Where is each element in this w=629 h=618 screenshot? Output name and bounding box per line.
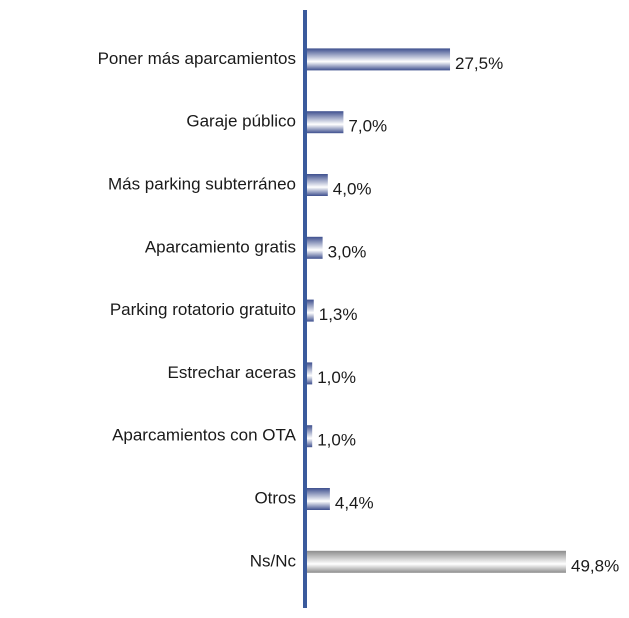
category-label: Más parking subterráneo bbox=[108, 174, 296, 193]
value-label: 1,0% bbox=[317, 368, 356, 387]
bar bbox=[307, 299, 314, 322]
bar bbox=[307, 488, 330, 510]
value-label: 1,3% bbox=[319, 305, 358, 324]
value-label: 49,8% bbox=[571, 556, 619, 575]
category-label: Garaje público bbox=[186, 112, 296, 131]
value-label: 3,0% bbox=[328, 242, 367, 261]
category-label: Aparcamientos con OTA bbox=[112, 426, 297, 445]
bar bbox=[307, 111, 344, 134]
category-label: Estrechar aceras bbox=[168, 363, 297, 382]
category-label: Poner más aparcamientos bbox=[98, 49, 296, 68]
value-label: 27,5% bbox=[455, 54, 503, 73]
bar bbox=[307, 48, 451, 71]
bar bbox=[307, 174, 328, 196]
bar bbox=[307, 236, 323, 259]
value-label: 1,0% bbox=[317, 431, 356, 450]
category-label: Otros bbox=[254, 488, 296, 507]
bar bbox=[307, 550, 566, 573]
value-label: 4,0% bbox=[333, 179, 372, 198]
value-label: 7,0% bbox=[348, 117, 387, 136]
category-label: Ns/Nc bbox=[250, 551, 297, 570]
category-label: Parking rotatorio gratuito bbox=[110, 300, 296, 319]
bar bbox=[307, 362, 313, 385]
value-label: 4,4% bbox=[335, 493, 374, 512]
bar bbox=[307, 425, 313, 448]
category-label: Aparcamiento gratis bbox=[145, 237, 296, 256]
